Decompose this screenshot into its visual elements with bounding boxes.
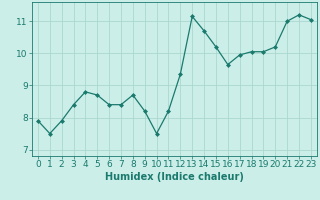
X-axis label: Humidex (Indice chaleur): Humidex (Indice chaleur) xyxy=(105,172,244,182)
